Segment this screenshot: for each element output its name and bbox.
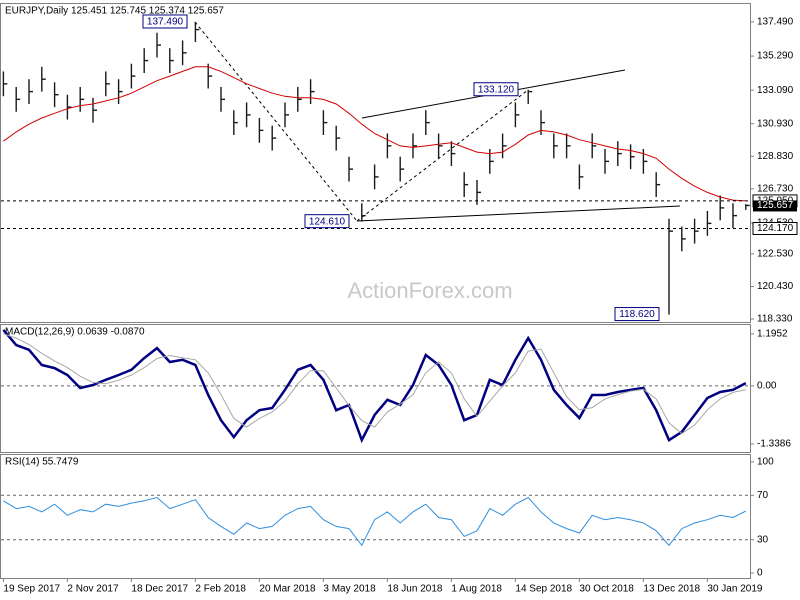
x-tick-label: 19 Sep 2017 bbox=[3, 584, 60, 595]
chart-title: EURJPY,Daily 125.451 125.745 125.374 125… bbox=[5, 6, 224, 17]
annotation-label: 124.610 bbox=[309, 216, 346, 227]
price-panel bbox=[0, 3, 751, 323]
annotation-label: 118.620 bbox=[619, 309, 655, 320]
y-tick-label: 126.730 bbox=[757, 183, 794, 194]
x-tick-label: 18 Dec 2017 bbox=[131, 584, 188, 595]
macd-title: MACD(12,26,9) 0.0639 -0.0870 bbox=[5, 327, 145, 338]
annotation-box bbox=[142, 14, 188, 29]
y-tick-label: 118.330 bbox=[757, 314, 793, 325]
y-tick-label: 100 bbox=[757, 457, 774, 468]
y-tick-label: 120.430 bbox=[757, 281, 794, 292]
x-tick-label: 1 Aug 2018 bbox=[451, 584, 502, 595]
y-tick-label: 128.830 bbox=[757, 151, 794, 162]
y-tick-label: -1.3386 bbox=[757, 439, 791, 450]
x-tick-label: 3 May 2018 bbox=[323, 584, 376, 595]
x-tick-label: 30 Jan 2019 bbox=[707, 584, 762, 595]
moving-average bbox=[3, 66, 746, 202]
y-tick-label: 122.530 bbox=[757, 249, 794, 260]
trendline bbox=[356, 205, 681, 222]
x-tick-label: 2 Feb 2018 bbox=[195, 584, 246, 595]
watermark: ActionForex.com bbox=[347, 278, 512, 303]
annotation-box bbox=[304, 214, 350, 229]
y-tick-label: 0 bbox=[757, 568, 763, 579]
annotation-box bbox=[473, 82, 519, 97]
annotation-box bbox=[614, 307, 660, 322]
y-tick-label: 130.930 bbox=[757, 118, 794, 129]
indicator-line bbox=[3, 496, 747, 547]
y-tick-label: 133.090 bbox=[757, 85, 794, 96]
x-tick-label: 18 Jun 2018 bbox=[387, 584, 442, 595]
last-price-label: 125.657 bbox=[757, 200, 794, 211]
y-tick-label: 1.1952 bbox=[757, 329, 788, 340]
x-tick-label: 2 Nov 2017 bbox=[67, 584, 119, 595]
y-tick-label: 0.00 bbox=[757, 381, 777, 392]
last-price-box bbox=[753, 200, 797, 212]
indicator-line bbox=[2, 329, 747, 444]
y-tick-label: 70 bbox=[757, 490, 769, 501]
price-label: 124.170 bbox=[757, 223, 794, 234]
annotation-label: 137.490 bbox=[147, 17, 184, 28]
macd-panel bbox=[0, 324, 751, 453]
y-tick-label: 135.290 bbox=[757, 51, 794, 62]
y-tick-label: 137.490 bbox=[757, 17, 794, 28]
dashed-line bbox=[194, 21, 358, 222]
rsi-title: RSI(14) 55.7479 bbox=[5, 457, 79, 468]
price-label-box bbox=[752, 222, 798, 236]
annotation-label: 133.120 bbox=[478, 84, 515, 95]
x-tick-label: 14 Sep 2018 bbox=[515, 584, 572, 595]
indicator-line bbox=[3, 333, 746, 435]
x-tick-label: 13 Dec 2018 bbox=[643, 584, 700, 595]
y-tick-label: 30 bbox=[757, 534, 769, 545]
x-tick-label: 30 Oct 2018 bbox=[579, 584, 634, 595]
x-tick-label: 20 Mar 2018 bbox=[259, 584, 316, 595]
rsi-panel bbox=[0, 454, 751, 579]
